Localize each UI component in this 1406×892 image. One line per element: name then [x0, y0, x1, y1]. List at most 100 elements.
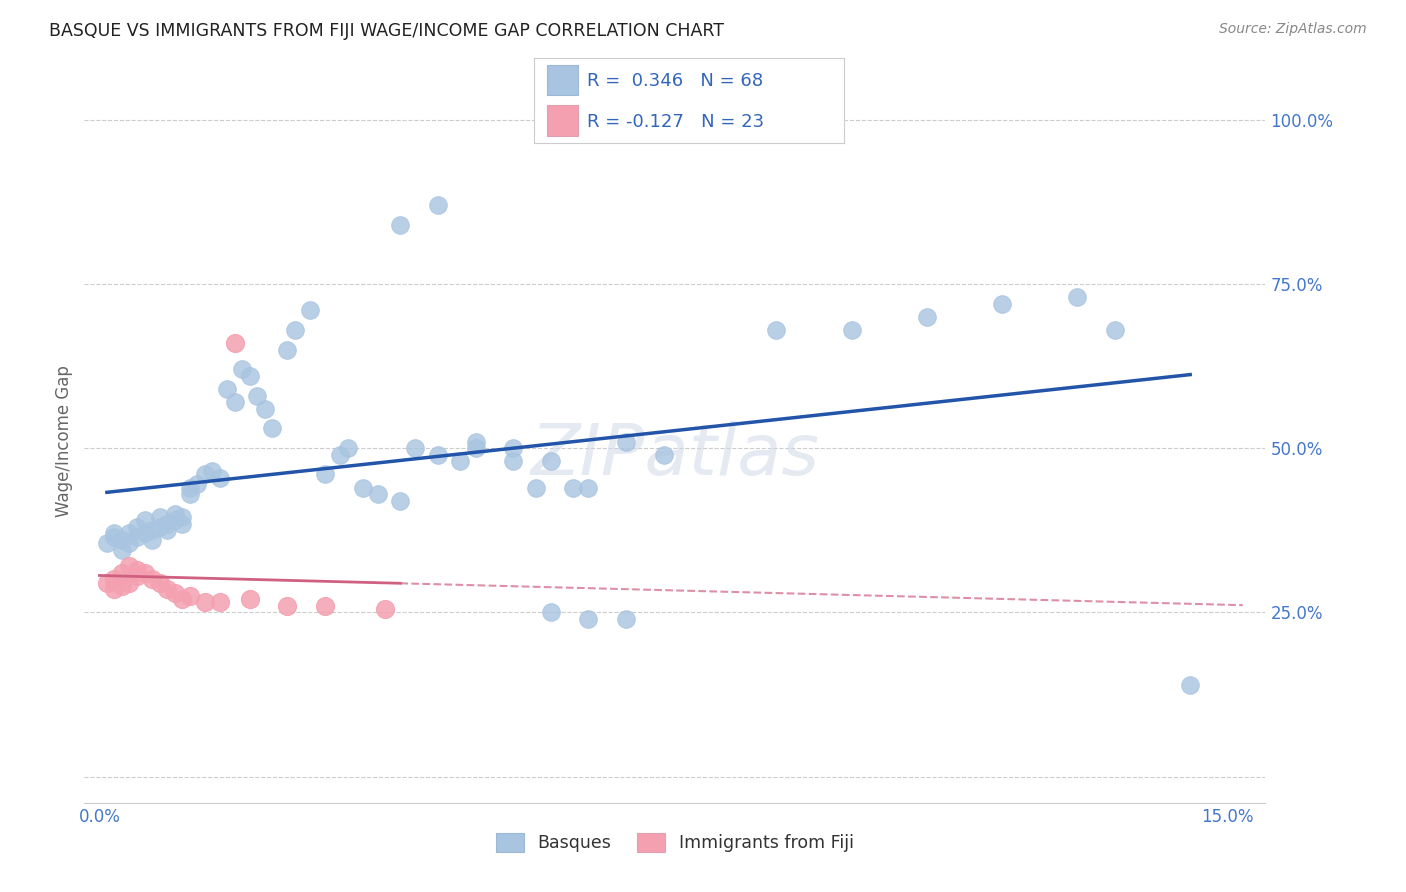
Point [125, 563, 148, 577]
Point [991, 296, 1014, 310]
FancyBboxPatch shape [547, 105, 578, 136]
Point [652, 448, 675, 462]
Point [172, 592, 194, 607]
Point [134, 513, 156, 527]
Point [149, 510, 172, 524]
Point [374, 602, 396, 616]
Point [111, 542, 134, 557]
Point [163, 585, 186, 599]
Point [450, 454, 472, 468]
Point [314, 599, 336, 613]
Point [172, 516, 194, 531]
Point [163, 513, 186, 527]
Point [103, 573, 125, 587]
Point [1104, 323, 1126, 337]
Point [149, 520, 172, 534]
Point [118, 559, 141, 574]
Point [118, 575, 141, 590]
Point [336, 441, 359, 455]
Point [284, 323, 307, 337]
Point [208, 470, 231, 484]
Point [253, 401, 276, 416]
Point [224, 336, 246, 351]
Point [156, 516, 179, 531]
Legend: Basques, Immigrants from Fiji: Basques, Immigrants from Fiji [489, 826, 860, 859]
Point [464, 441, 486, 455]
Point [502, 454, 524, 468]
Point [239, 368, 262, 383]
Point [352, 481, 374, 495]
Point [841, 323, 863, 337]
Point [118, 526, 141, 541]
Point [141, 573, 163, 587]
Text: R =  0.346   N = 68: R = 0.346 N = 68 [586, 72, 763, 90]
Point [134, 526, 156, 541]
Point [134, 566, 156, 580]
Point [239, 592, 262, 607]
Point [1066, 290, 1088, 304]
Point [389, 218, 412, 232]
Point [186, 477, 208, 491]
Text: Source: ZipAtlas.com: Source: ZipAtlas.com [1219, 22, 1367, 37]
Point [426, 198, 449, 212]
Point [111, 579, 134, 593]
Point [217, 382, 239, 396]
Point [915, 310, 938, 324]
Point [540, 454, 562, 468]
Point [1178, 677, 1201, 691]
Point [149, 575, 172, 590]
Point [524, 481, 547, 495]
Point [426, 448, 449, 462]
Point [276, 599, 298, 613]
Point [179, 487, 201, 501]
Point [576, 612, 599, 626]
Point [389, 493, 412, 508]
Point [118, 536, 141, 550]
Point [276, 343, 298, 357]
FancyBboxPatch shape [547, 65, 578, 95]
Point [111, 566, 134, 580]
Point [156, 582, 179, 597]
Point [103, 526, 125, 541]
Text: ZIPatlas: ZIPatlas [530, 422, 820, 491]
Y-axis label: Wage/Income Gap: Wage/Income Gap [55, 366, 73, 517]
Point [125, 569, 148, 583]
Point [246, 388, 269, 402]
Point [156, 523, 179, 537]
Point [404, 441, 426, 455]
Point [125, 520, 148, 534]
Point [262, 421, 284, 435]
Point [224, 395, 246, 409]
Point [299, 303, 322, 318]
Point [208, 595, 231, 609]
Point [201, 464, 224, 478]
Point [141, 533, 163, 547]
Point [111, 533, 134, 547]
Point [125, 530, 148, 544]
Point [614, 612, 637, 626]
Point [614, 434, 637, 449]
Point [172, 510, 194, 524]
Point [576, 481, 599, 495]
Point [231, 362, 253, 376]
Point [194, 595, 217, 609]
Point [179, 481, 201, 495]
Point [194, 467, 217, 482]
Point [562, 481, 585, 495]
Point [540, 605, 562, 619]
Point [314, 467, 336, 482]
Text: R = -0.127   N = 23: R = -0.127 N = 23 [586, 112, 763, 130]
Point [163, 507, 186, 521]
Point [103, 530, 125, 544]
Point [329, 448, 352, 462]
Point [141, 523, 163, 537]
Point [765, 323, 787, 337]
Point [502, 441, 524, 455]
Point [103, 582, 125, 597]
Text: BASQUE VS IMMIGRANTS FROM FIJI WAGE/INCOME GAP CORRELATION CHART: BASQUE VS IMMIGRANTS FROM FIJI WAGE/INCO… [49, 22, 724, 40]
Point [367, 487, 389, 501]
Point [464, 434, 486, 449]
Point [179, 589, 201, 603]
Point [96, 536, 118, 550]
Point [96, 575, 118, 590]
